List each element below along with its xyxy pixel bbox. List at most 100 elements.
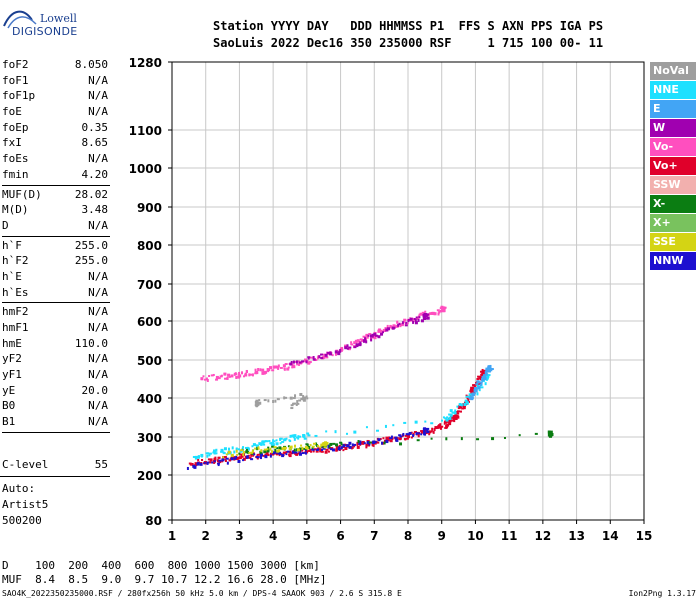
- echo-point-vominus: [201, 377, 204, 381]
- echo-point-w: [426, 316, 430, 320]
- x-tick-label: 6: [336, 529, 344, 543]
- echo-point-voplus: [376, 441, 380, 444]
- echo-point-nne: [484, 382, 487, 386]
- echo-point-sse: [266, 448, 269, 451]
- param-value: 4.20: [81, 167, 109, 181]
- echo-point-sse: [313, 442, 317, 445]
- echo-point-xminus: [256, 447, 259, 451]
- echo-point-w: [407, 320, 410, 323]
- echo-point-voplus: [428, 432, 431, 436]
- echo-point-voplus: [454, 416, 458, 420]
- echo-point-xminus: [399, 442, 403, 446]
- echo-point-vominus: [272, 365, 275, 369]
- echo-point-nnw: [317, 448, 320, 451]
- echo-point-nne: [228, 447, 231, 451]
- echo-point-noval: [296, 400, 299, 404]
- param-value: N/A: [88, 218, 108, 232]
- echo-point-voplus: [344, 447, 348, 451]
- echo-point-voplus: [262, 454, 265, 457]
- echo-point-nne: [293, 437, 296, 441]
- echo-point-vominus: [283, 367, 286, 371]
- echo-point-voplus: [188, 462, 191, 465]
- echo-point-nne: [215, 448, 218, 452]
- echo-point-voplus: [470, 389, 474, 393]
- echo-point-voplus: [319, 449, 322, 453]
- param-row-fof1: foF1 N/A: [2, 73, 110, 89]
- echo-point-nnw: [420, 433, 423, 436]
- echo-point-voplus: [209, 458, 213, 462]
- echo-point-w: [417, 318, 420, 322]
- echo-point-voplus: [374, 442, 377, 445]
- echo-point-noval: [298, 399, 302, 402]
- echo-point-vominus: [304, 358, 308, 362]
- echo-point-voplus: [288, 454, 292, 458]
- echo-point-nnw: [415, 432, 418, 436]
- echo-point-nne: [205, 452, 209, 455]
- c-level-divider: [0, 476, 110, 477]
- echo-point-vominus: [365, 333, 369, 337]
- param-row-hes: h`Es N/A: [2, 285, 110, 301]
- echo-point-nnw: [321, 448, 324, 451]
- echo-point-w: [295, 360, 298, 364]
- param-name: h`E: [2, 269, 22, 283]
- param-row-ye: yE 20.0: [2, 383, 110, 399]
- echo-point-voplus: [372, 443, 375, 447]
- echo-point-nnw: [351, 443, 354, 447]
- param-name: fmin: [2, 167, 29, 181]
- ionogram-parameters-panel: foF2 8.050 foF1 N/A foF1p N/A foE N/A foEp 0.35 fx…: [2, 57, 110, 434]
- echo-point-e: [480, 381, 483, 384]
- echo-point-vominus: [378, 328, 381, 332]
- echo-point-nne: [353, 430, 357, 434]
- echo-point-xminus: [247, 450, 250, 454]
- echo-point-voplus: [462, 406, 466, 410]
- echo-point-nne: [445, 418, 449, 422]
- param-value: N/A: [88, 105, 108, 119]
- param-row-mufd: MUF(D) 28.02: [2, 187, 110, 203]
- echo-point-sse: [242, 453, 245, 457]
- echo-point-e: [475, 383, 479, 386]
- echo-point-nnw: [395, 438, 399, 442]
- echo-point-voplus: [399, 437, 402, 441]
- echo-point-sse: [222, 456, 225, 459]
- echo-point-sse: [228, 450, 231, 453]
- echo-point-nnw: [221, 458, 225, 462]
- param-row-fof1p: foF1p N/A: [2, 88, 110, 104]
- echo-point-voplus: [356, 445, 360, 449]
- x-tick-label: 2: [202, 529, 210, 543]
- echo-point-e: [477, 386, 481, 390]
- echo-point-noval: [289, 396, 293, 400]
- echo-point-vominus: [331, 354, 334, 357]
- x-tick-label: 9: [438, 529, 446, 543]
- echo-point-nne: [264, 440, 267, 443]
- echo-point-voplus: [365, 443, 369, 446]
- echo-point-nne: [212, 451, 216, 454]
- echo-point-nnw: [327, 444, 330, 448]
- echo-point-nne: [220, 449, 224, 452]
- echo-point-nne: [441, 419, 444, 422]
- echo-point-nnw: [286, 450, 290, 453]
- echo-point-voplus: [214, 456, 217, 459]
- echo-point-sse: [300, 444, 303, 447]
- y-tick-label: 800: [137, 239, 162, 253]
- echo-point-nnw: [230, 457, 234, 461]
- echo-point-voplus: [324, 450, 328, 454]
- echo-point-voplus: [319, 448, 322, 451]
- echo-point-vominus: [202, 375, 205, 378]
- echo-point-voplus: [251, 452, 255, 455]
- param-value: 255.0: [74, 238, 108, 252]
- echo-point-w: [398, 322, 401, 325]
- param-group-divider: [2, 235, 110, 237]
- echo-point-voplus: [208, 461, 212, 464]
- echo-point-voplus: [447, 419, 451, 423]
- echo-point-voplus: [288, 450, 292, 454]
- echo-point-voplus: [483, 369, 486, 372]
- echo-point-nne: [222, 451, 225, 454]
- echo-point-sse: [271, 450, 274, 454]
- echo-point-voplus: [356, 443, 359, 446]
- echo-point-noval: [283, 396, 286, 400]
- echo-point-voplus: [481, 373, 484, 376]
- echo-point-voplus: [201, 459, 204, 462]
- echo-point-voplus: [230, 455, 233, 459]
- x-tick-label: 10: [467, 529, 484, 543]
- echo-point-nne: [200, 453, 204, 457]
